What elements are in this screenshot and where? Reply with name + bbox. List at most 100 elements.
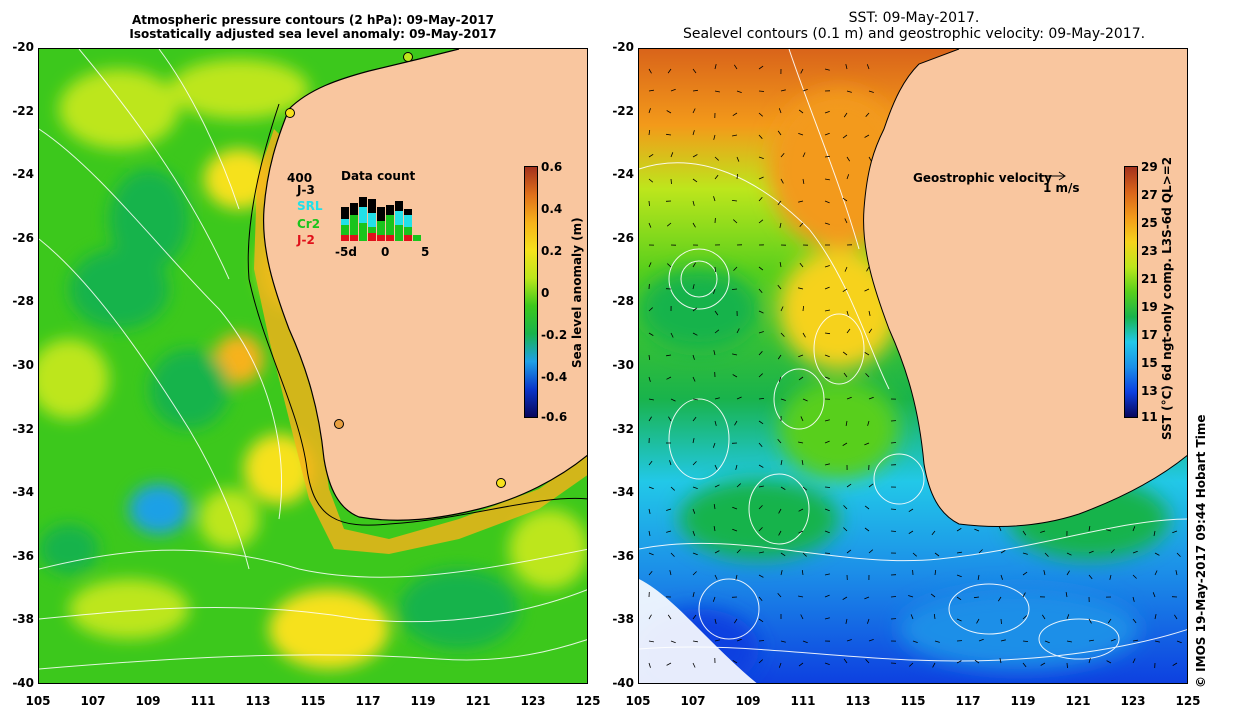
velocity-vector — [758, 65, 764, 70]
velocity-vector — [824, 419, 830, 422]
velocity-vector — [778, 108, 782, 114]
velocity-vector — [758, 596, 763, 602]
y-axis-tick-label: -38 — [612, 612, 634, 627]
velocity-vector — [780, 552, 786, 557]
velocity-vector — [866, 266, 870, 272]
velocity-vector — [974, 659, 980, 664]
velocity-vector — [824, 286, 830, 290]
velocity-vector — [802, 486, 808, 491]
velocity-vector — [736, 90, 742, 93]
y-axis-tick-label: -38 — [12, 612, 34, 627]
velocity-vector — [802, 152, 806, 158]
velocity-vector — [692, 354, 695, 360]
data-count-xtick: -5d — [335, 245, 357, 259]
tide-gauge-marker[interactable] — [496, 478, 506, 488]
velocity-vector — [976, 618, 980, 624]
sst-colorbar-tick: 21 — [1141, 272, 1158, 286]
data-count-xtick: 0 — [381, 245, 390, 259]
velocity-vector — [648, 662, 651, 668]
velocity-vector — [1022, 530, 1027, 536]
x-axis-tick-label: 117 — [955, 694, 981, 708]
velocity-vector — [802, 552, 807, 557]
velocity-vector — [956, 528, 962, 532]
y-axis-tick-label: -26 — [12, 230, 34, 245]
velocity-vector — [867, 618, 870, 624]
velocity-vector — [692, 262, 696, 268]
velocity-vector — [824, 662, 830, 665]
x-axis-tick-label: 115 — [900, 694, 926, 708]
velocity-vector — [800, 614, 804, 620]
velocity-vector — [778, 662, 782, 668]
velocity-vector — [802, 332, 806, 338]
velocity-vector — [736, 173, 738, 180]
data-count-svg — [341, 197, 421, 241]
tide-gauge-marker[interactable] — [403, 52, 413, 62]
velocity-vector — [780, 570, 783, 576]
sst-map: Geostrophic velocity 1 m/s — [638, 48, 1188, 684]
velocity-vector — [932, 662, 936, 668]
velocity-vector — [1110, 549, 1115, 554]
velocity-vector — [800, 68, 804, 74]
sst-colorbar-tick: 29 — [1141, 160, 1158, 174]
legend-j2: J-2 — [297, 233, 315, 247]
velocity-vector — [714, 464, 718, 470]
velocity-vector — [1088, 639, 1094, 642]
velocity-arrow-icon — [1043, 171, 1066, 181]
velocity-vector — [977, 574, 980, 580]
y-axis-tick-label: -22 — [12, 103, 34, 118]
velocity-vector — [908, 508, 914, 513]
velocity-vector — [890, 596, 897, 598]
velocity-vector — [1044, 640, 1050, 644]
velocity-vector — [670, 398, 676, 402]
velocity-vector — [798, 595, 804, 598]
velocity-vector — [934, 552, 940, 557]
velocity-vector — [798, 133, 804, 136]
tide-gauge-marker[interactable] — [334, 419, 344, 429]
velocity-vector — [758, 527, 763, 532]
velocity-vector — [1043, 570, 1046, 576]
velocity-vector — [798, 200, 804, 203]
velocity-vector — [824, 440, 830, 444]
velocity-vector — [714, 397, 720, 400]
sst-colorbar-tick: 19 — [1141, 300, 1158, 314]
velocity-vector — [1132, 574, 1137, 579]
velocity-vector — [842, 288, 848, 293]
velocity-vector — [732, 506, 738, 510]
velocity-vector — [842, 134, 848, 139]
velocity-vector — [777, 130, 782, 136]
velocity-vector — [842, 351, 848, 356]
velocity-vector — [1154, 614, 1157, 620]
velocity-vector — [846, 549, 852, 554]
data-count-bars — [341, 185, 425, 241]
velocity-vector — [758, 420, 764, 425]
velocity-vector — [1132, 639, 1138, 642]
y-axis-tick-label: -28 — [12, 294, 34, 309]
tide-gauge-marker[interactable] — [285, 108, 295, 118]
velocity-vector — [732, 660, 738, 664]
left-map-title: Atmospheric pressure contours (2 hPa): 0… — [40, 13, 586, 41]
velocity-vector — [758, 618, 764, 623]
velocity-vector — [843, 658, 848, 664]
velocity-vector — [956, 574, 962, 578]
sst-colorbar-tick: 23 — [1141, 244, 1158, 258]
velocity-vector — [978, 549, 983, 554]
velocity-vector — [1022, 615, 1027, 620]
y-axis-tick-label: -30 — [12, 358, 34, 372]
velocity-vector — [777, 438, 782, 444]
left-title-line1: Atmospheric pressure contours (2 hPa): 0… — [131, 13, 494, 27]
velocity-vector — [824, 376, 830, 379]
velocity-vector — [666, 222, 672, 227]
velocity-vector — [733, 64, 738, 70]
velocity-vector — [1172, 530, 1178, 534]
velocity-vector — [824, 332, 831, 335]
velocity-vector — [780, 306, 784, 312]
velocity-vector — [824, 486, 831, 488]
velocity-vector — [1022, 571, 1028, 576]
x-axis-tick-label: 125 — [1175, 694, 1201, 708]
sst-colorbar-tick: 11 — [1141, 410, 1158, 424]
velocity-vector — [868, 549, 874, 554]
velocity-vector — [758, 640, 765, 642]
velocity-vector — [692, 662, 696, 668]
velocity-vector — [692, 398, 698, 401]
velocity-vector — [1154, 570, 1158, 576]
